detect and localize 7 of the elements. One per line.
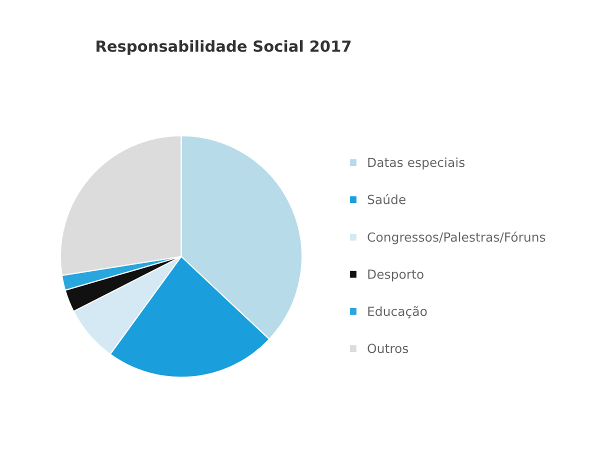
chart-title: Responsabilidade Social 2017	[96, 40, 351, 55]
legend-label: Educação	[368, 306, 427, 318]
legend-label: Congressos/Palestras/Fóruns	[368, 232, 546, 244]
legend-label: Datas especiais	[368, 157, 465, 170]
legend-label: Desporto	[368, 270, 424, 282]
legend-label: Outros	[368, 344, 408, 354]
legend-label: Saúde	[368, 194, 406, 204]
